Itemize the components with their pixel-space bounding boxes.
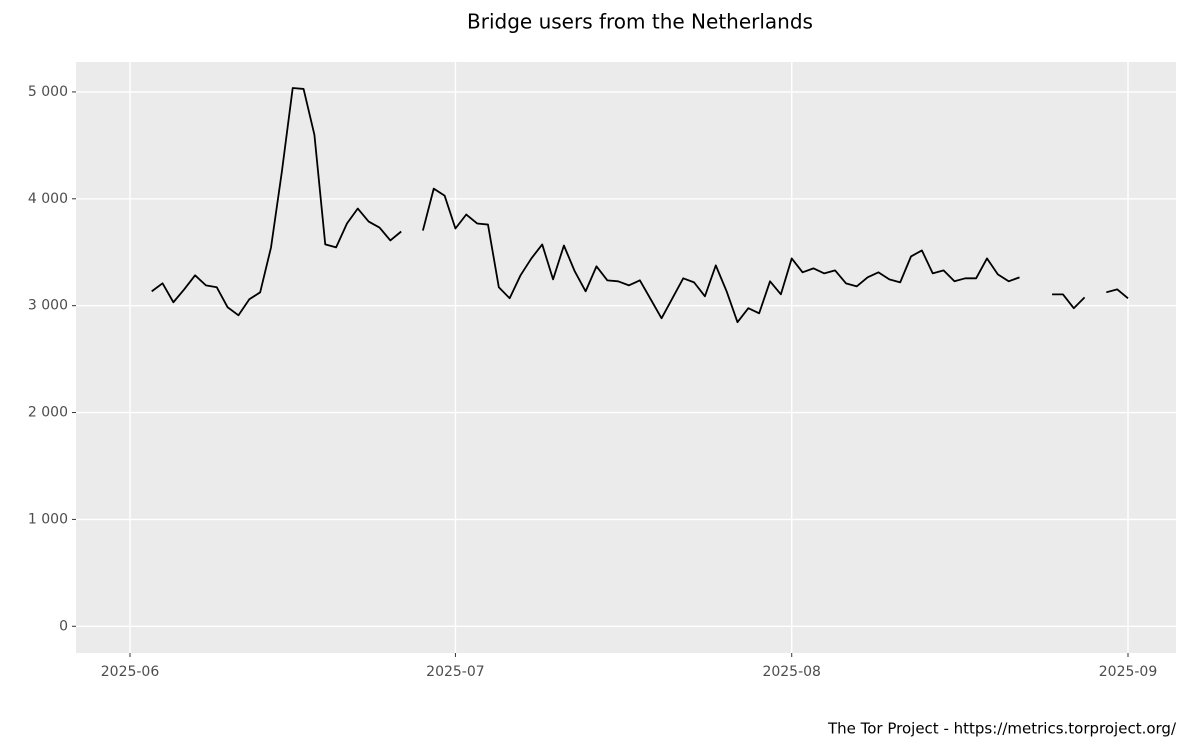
marks bbox=[151, 87, 1129, 324]
x-tick-label: 2025-06 bbox=[101, 664, 160, 680]
chart-title: Bridge users from the Netherlands bbox=[467, 10, 813, 34]
y-tick-label: 0 bbox=[59, 618, 68, 634]
y-tick-label: 2 000 bbox=[28, 405, 68, 421]
y-tick-label: 1 000 bbox=[28, 511, 68, 527]
x-tick-label: 2025-07 bbox=[426, 664, 485, 680]
x-tick-label: 2025-09 bbox=[1099, 664, 1158, 680]
line bbox=[151, 87, 1129, 324]
y-tick-label: 5 000 bbox=[28, 84, 68, 100]
y-tick-label: 4 000 bbox=[28, 191, 68, 207]
grid bbox=[76, 62, 1176, 653]
panel bbox=[76, 62, 1176, 653]
y-tick-label: 3 000 bbox=[28, 298, 68, 314]
x-tick-label: 2025-08 bbox=[762, 664, 821, 680]
caption: The Tor Project - https://metrics.torpro… bbox=[827, 720, 1177, 738]
